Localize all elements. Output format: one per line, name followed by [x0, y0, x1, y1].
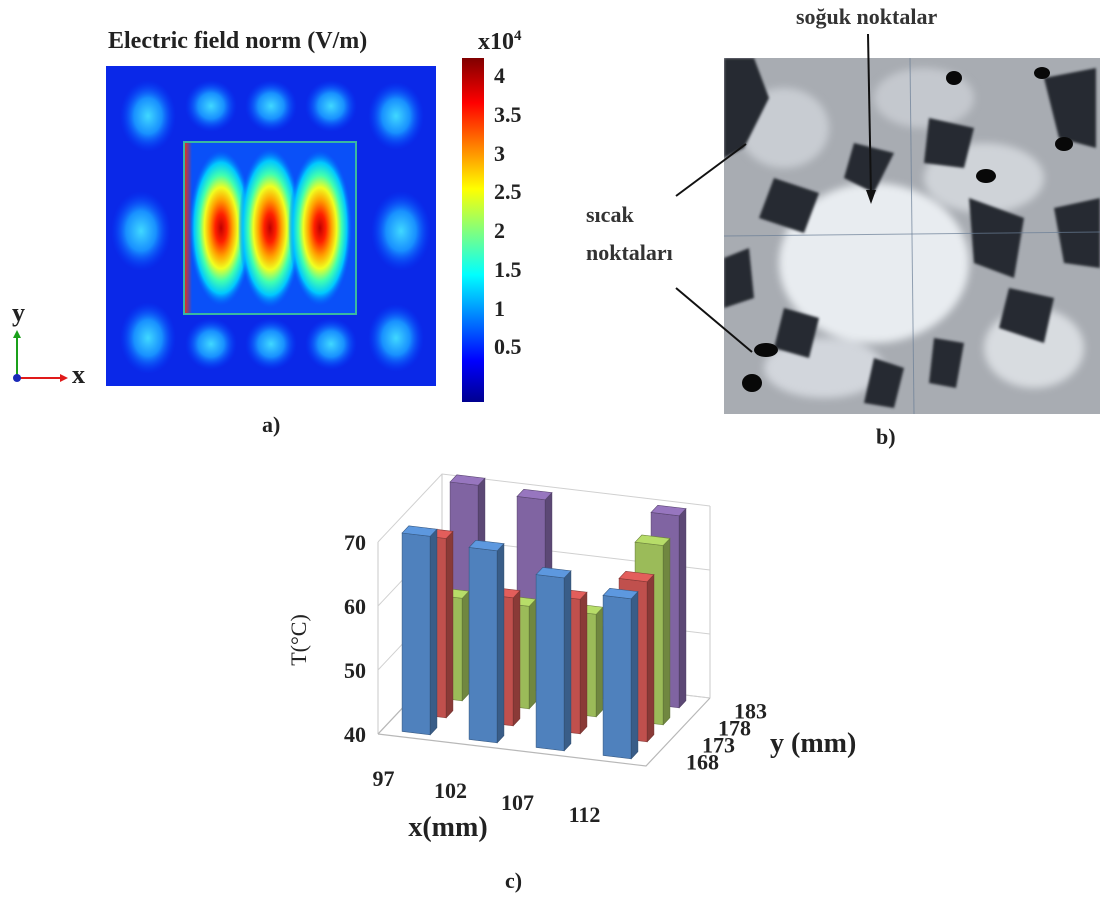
heatmap-cool-spots — [111, 80, 431, 374]
sample-photo — [724, 58, 1100, 414]
bar-side — [579, 591, 588, 735]
panel-a-label: a) — [262, 412, 281, 437]
heatmap-edge-hot — [184, 142, 192, 314]
heatmap-plot — [106, 66, 436, 386]
bar-side — [678, 507, 687, 709]
annotation-hot-spots-line1: sıcak — [586, 202, 634, 227]
colorbar-exponent-base: x10 — [478, 29, 514, 55]
bar-top — [468, 539, 505, 552]
gridline — [377, 473, 711, 543]
colorbar-tick: 1 — [494, 296, 505, 321]
bar-side — [445, 530, 454, 719]
x-tick-label: 107 — [501, 790, 534, 815]
y-tick-label: 183 — [734, 699, 767, 724]
chart-bars — [401, 474, 687, 760]
column-chart: 40 50 60 70 T(°C) 97 102 107 112 x(mm) 16817317818… — [286, 473, 856, 843]
bar — [401, 525, 438, 736]
y-axis-title: y (mm) — [770, 728, 856, 759]
heatmap-load-outline — [183, 141, 357, 315]
bar-side — [512, 589, 521, 727]
y-tick-label: 168 — [686, 750, 719, 775]
colorbar-tick: 3.5 — [494, 102, 522, 127]
y-tick-label: 178 — [718, 716, 751, 741]
bar-side — [429, 528, 438, 736]
heatmap-title: Electric field norm (V/m) — [108, 28, 368, 54]
bar-side — [646, 573, 655, 743]
bar-front — [401, 532, 431, 736]
bar-front — [468, 547, 498, 744]
x-axis-title: x(mm) — [408, 812, 487, 843]
bar-side — [496, 542, 505, 744]
bar-top — [516, 488, 553, 501]
colorbar-exponent-power: 4 — [514, 28, 522, 44]
bar-front — [535, 574, 565, 752]
floor-edge — [377, 697, 711, 767]
colorbar-tick: 1.5 — [494, 257, 522, 282]
bar-side — [662, 537, 671, 726]
x-tick-label: 102 — [434, 778, 467, 803]
colorbar-tick: 2 — [494, 218, 505, 243]
annotation-hot-spots-line2: noktaları — [586, 240, 673, 265]
bar-top — [618, 570, 655, 583]
panel-b-label: b) — [876, 424, 896, 449]
x-tick-label: 112 — [569, 802, 601, 827]
bar-side — [630, 590, 639, 760]
bar-side — [461, 590, 470, 702]
y-tick-label: 173 — [702, 733, 735, 758]
z-tick-label: 60 — [344, 594, 366, 619]
panel-c-label: c) — [505, 868, 523, 893]
bar — [602, 587, 639, 760]
colorbar-tick: 2.5 — [494, 179, 522, 204]
bar — [535, 567, 572, 752]
colorbar — [462, 58, 484, 402]
z-tick-label: 70 — [344, 530, 366, 555]
colorbar-tick: 4 — [494, 63, 505, 88]
bar-side — [595, 606, 604, 718]
bar-top — [449, 474, 486, 486]
z-tick-label: 50 — [344, 658, 366, 683]
bar-top — [401, 525, 438, 537]
axis-triad-icon — [13, 330, 68, 382]
bar — [468, 539, 505, 744]
colorbar-tick: 0.5 — [494, 334, 522, 359]
axis-y-label: y — [12, 298, 25, 327]
bar-side — [528, 598, 537, 710]
x-tick-label: 97 — [373, 766, 395, 791]
colorbar-exponent: x104 — [478, 28, 522, 56]
bar-front — [602, 595, 632, 760]
colorbar-tick: 3 — [494, 141, 505, 166]
axis-x-label: x — [72, 360, 85, 389]
bar-top — [634, 534, 671, 546]
bar-top — [535, 567, 572, 579]
bar-top — [602, 587, 639, 600]
z-axis-title: T(°C) — [286, 614, 311, 666]
bar-top — [650, 504, 687, 517]
annotation-cold-spots: soğuk noktalar — [796, 4, 938, 29]
chart-text: 40 50 60 70 T(°C) 97 102 107 112 x(mm) 16817317818… — [286, 530, 856, 843]
z-tick-label: 40 — [344, 722, 366, 747]
heatmap-hot-spots — [189, 148, 352, 308]
bar-side — [563, 570, 572, 752]
